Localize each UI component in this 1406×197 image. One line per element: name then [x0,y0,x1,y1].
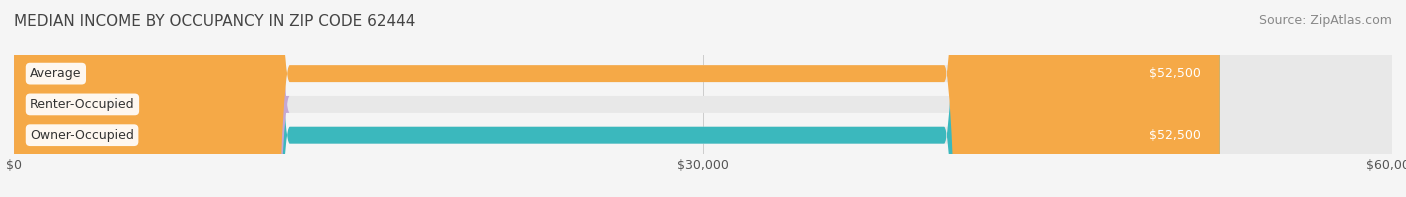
FancyBboxPatch shape [14,0,1392,197]
Text: Average: Average [30,67,82,80]
Text: Owner-Occupied: Owner-Occupied [30,129,134,142]
FancyBboxPatch shape [0,0,290,197]
FancyBboxPatch shape [14,0,1219,197]
Text: Source: ZipAtlas.com: Source: ZipAtlas.com [1258,14,1392,27]
FancyBboxPatch shape [14,0,1392,197]
Text: $0: $0 [105,98,122,111]
Text: $52,500: $52,500 [1150,67,1201,80]
FancyBboxPatch shape [14,0,1392,197]
Text: $52,500: $52,500 [1150,129,1201,142]
Text: MEDIAN INCOME BY OCCUPANCY IN ZIP CODE 62444: MEDIAN INCOME BY OCCUPANCY IN ZIP CODE 6… [14,14,415,29]
Text: Renter-Occupied: Renter-Occupied [30,98,135,111]
FancyBboxPatch shape [14,0,1219,197]
